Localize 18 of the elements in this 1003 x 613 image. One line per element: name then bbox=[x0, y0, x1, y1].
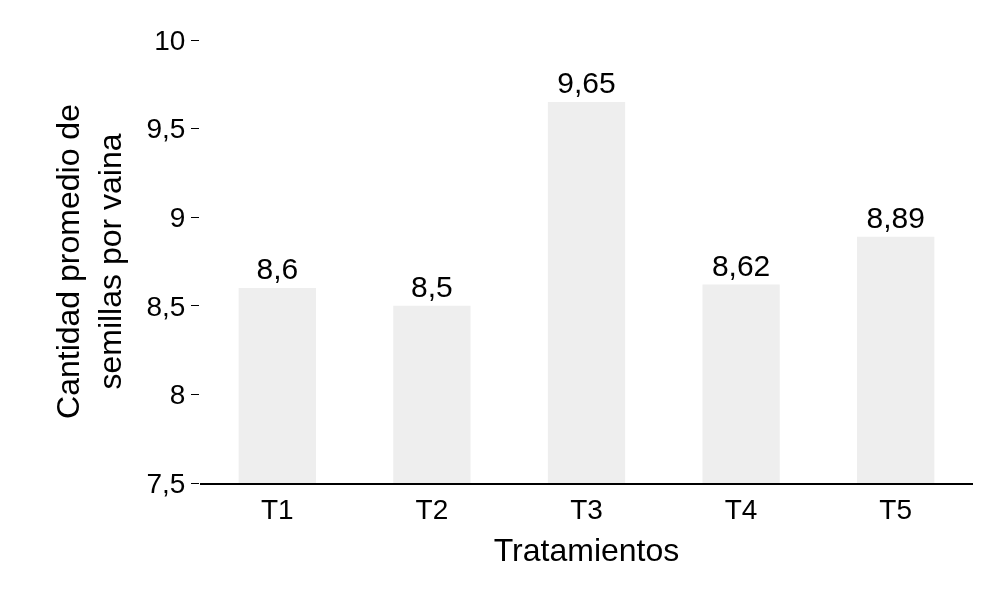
y-tick-label: 8,5 bbox=[146, 290, 186, 322]
y-tick-label: 9,5 bbox=[146, 113, 186, 145]
y-axis-title: Cantidad promedio de semillas por vaina bbox=[50, 104, 128, 419]
data-label: 8,62 bbox=[711, 248, 771, 282]
x-tick-label: T3 bbox=[570, 493, 603, 525]
y-tick-label: 7,5 bbox=[146, 467, 186, 499]
y-tick-label: 9 bbox=[169, 202, 186, 233]
x-axis-title: Tratamientos bbox=[493, 532, 680, 568]
data-label: 8,5 bbox=[411, 269, 453, 303]
y-tick-label: 8 bbox=[169, 379, 186, 411]
y-tick-label: 10 bbox=[154, 24, 186, 56]
data-label: 8,89 bbox=[866, 200, 925, 234]
data-label: 9,65 bbox=[557, 66, 616, 100]
x-tick-label: T5 bbox=[879, 493, 913, 525]
x-tick-label: T4 bbox=[724, 493, 758, 525]
x-tick-label: T1 bbox=[260, 493, 294, 525]
x-tick-label: T2 bbox=[415, 493, 449, 525]
data-label: 8,6 bbox=[256, 252, 299, 286]
